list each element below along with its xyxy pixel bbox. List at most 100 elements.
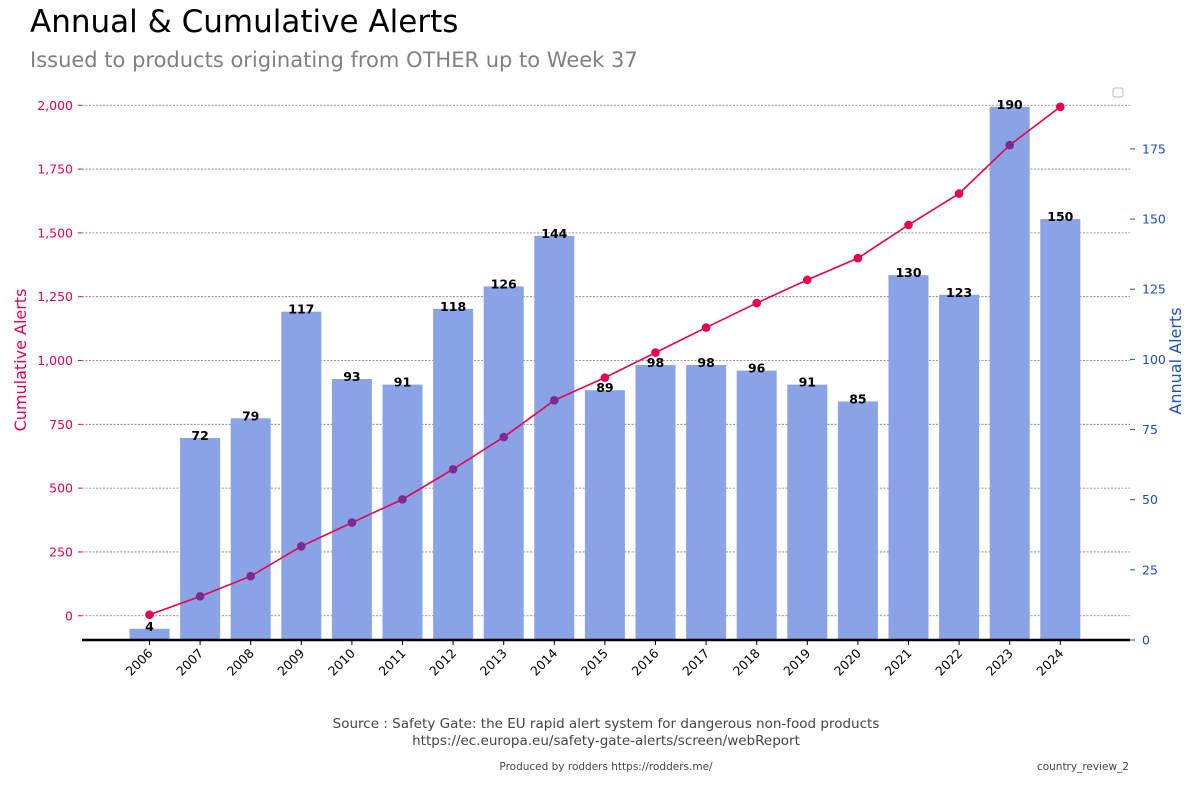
cumulative-point <box>297 542 306 551</box>
bar <box>635 364 676 640</box>
right-tick-label: 50 <box>1142 492 1158 507</box>
left-tick-label: 2,000 <box>37 98 73 113</box>
bar <box>939 294 980 640</box>
x-tick-label: 2011 <box>376 646 409 679</box>
x-tick-label: 2017 <box>679 646 712 679</box>
x-tick-label: 2006 <box>123 645 156 678</box>
cumulative-point <box>195 592 205 601</box>
left-tick-label: 1,000 <box>37 353 73 368</box>
x-tick-label: 2023 <box>983 646 1016 679</box>
produced-by: Produced by rodders https://rodders.me/ <box>499 761 713 773</box>
bar <box>281 311 322 640</box>
bar-value-label: 150 <box>1047 209 1073 224</box>
left-tick-label: 250 <box>49 544 73 559</box>
x-tick-label: 2020 <box>831 645 864 678</box>
cumulative-point <box>347 518 357 527</box>
bar-value-label: 190 <box>997 97 1023 112</box>
left-axis-title: Cumulative Alerts <box>11 289 30 432</box>
cumulative-point <box>701 323 711 332</box>
cumulative-point <box>853 253 863 263</box>
x-tick-label: 2007 <box>173 646 206 679</box>
bar-value-label: 91 <box>799 375 816 390</box>
bar-value-label: 4 <box>145 619 154 634</box>
source-line-1: Source : Safety Gate: the EU rapid alert… <box>332 716 880 732</box>
bar <box>989 106 1030 641</box>
left-tick-label: 1,750 <box>37 162 73 177</box>
cumulative-point <box>600 373 610 382</box>
right-tick-label: 75 <box>1142 422 1158 437</box>
x-tick-label: 2018 <box>730 645 763 678</box>
bar-value-label: 98 <box>697 355 714 370</box>
bar-value-label: 126 <box>491 276 517 291</box>
report-id: country_review_2 <box>1036 761 1129 773</box>
left-tick-label: 1,500 <box>37 225 73 240</box>
chart-subtitle: Issued to products originating from OTHE… <box>30 48 638 72</box>
bar <box>433 308 474 640</box>
bar <box>230 418 271 640</box>
x-tick-label: 2024 <box>1033 645 1066 678</box>
right-tick-label: 175 <box>1142 141 1166 156</box>
chart-canvas: 0 250 500 750 1,000 1,250 1,500 1,750 2,000 4 72 79… <box>11 87 1185 679</box>
bar-value-label: 91 <box>394 375 411 390</box>
cumulative-point <box>1005 140 1014 150</box>
cumulative-point <box>246 571 255 581</box>
bar <box>129 628 170 640</box>
cumulative-point <box>398 495 407 504</box>
bar-value-label: 130 <box>895 265 921 280</box>
chart-title: Annual & Cumulative Alerts <box>30 4 459 40</box>
cumulative-point <box>550 396 559 405</box>
x-tick-label: 2022 <box>932 646 965 679</box>
right-tick-label: 25 <box>1142 562 1158 577</box>
legend-box <box>1112 87 1124 98</box>
x-tick-label: 2015 <box>578 646 611 679</box>
x-tick-label: 2010 <box>325 645 358 678</box>
source-line-2: https://ec.europa.eu/safety-gate-alerts/… <box>412 733 800 749</box>
bar <box>483 286 524 640</box>
right-tick-label: 125 <box>1142 282 1166 297</box>
bar-value-label: 93 <box>343 369 360 384</box>
bar <box>331 379 372 640</box>
bar-value-label: 96 <box>748 361 766 376</box>
x-tick-label: 2021 <box>882 646 915 679</box>
x-tick-label: 2008 <box>224 645 257 678</box>
x-tick-label: 2019 <box>780 645 813 678</box>
bar-value-label: 123 <box>946 285 972 300</box>
x-tick-label: 2013 <box>477 646 510 679</box>
cumulative-point <box>448 464 458 474</box>
bar-value-label: 72 <box>191 428 208 443</box>
cumulative-point <box>651 348 660 357</box>
bar <box>787 384 828 640</box>
cumulative-point <box>145 610 154 620</box>
bar-value-label: 79 <box>242 408 259 423</box>
source-note: Source : Safety Gate: the EU rapid alert… <box>0 716 1200 750</box>
bar-value-label: 98 <box>647 355 664 370</box>
bar <box>1040 219 1081 640</box>
bar <box>736 370 777 640</box>
bar <box>534 235 575 640</box>
bar-value-label: 118 <box>440 299 466 314</box>
x-tick-label: 2009 <box>274 645 307 678</box>
left-tick-label: 1,250 <box>37 289 73 304</box>
bar-value-label: 117 <box>288 302 314 317</box>
x-tick-label: 2012 <box>426 646 459 679</box>
x-tick-label: 2016 <box>629 645 662 678</box>
bar <box>584 390 625 640</box>
cumulative-point <box>803 275 812 285</box>
bar-value-label: 89 <box>596 380 613 395</box>
bar <box>382 384 423 640</box>
right-tick-label: 100 <box>1142 352 1166 367</box>
bar <box>180 437 221 640</box>
cumulative-point <box>499 432 509 442</box>
cumulative-point <box>904 220 913 230</box>
bar-value-label: 85 <box>849 391 866 406</box>
bar <box>837 401 878 640</box>
left-tick-label: 0 <box>65 608 73 623</box>
bar <box>888 275 929 640</box>
cumulative-point <box>1056 102 1065 112</box>
left-tick-label: 500 <box>49 481 73 496</box>
cumulative-point <box>954 189 964 198</box>
left-tick-label: 750 <box>49 417 73 432</box>
right-axis-title: Annual Alerts <box>1166 307 1185 414</box>
bar <box>686 364 727 640</box>
right-tick-label: 150 <box>1142 212 1166 227</box>
